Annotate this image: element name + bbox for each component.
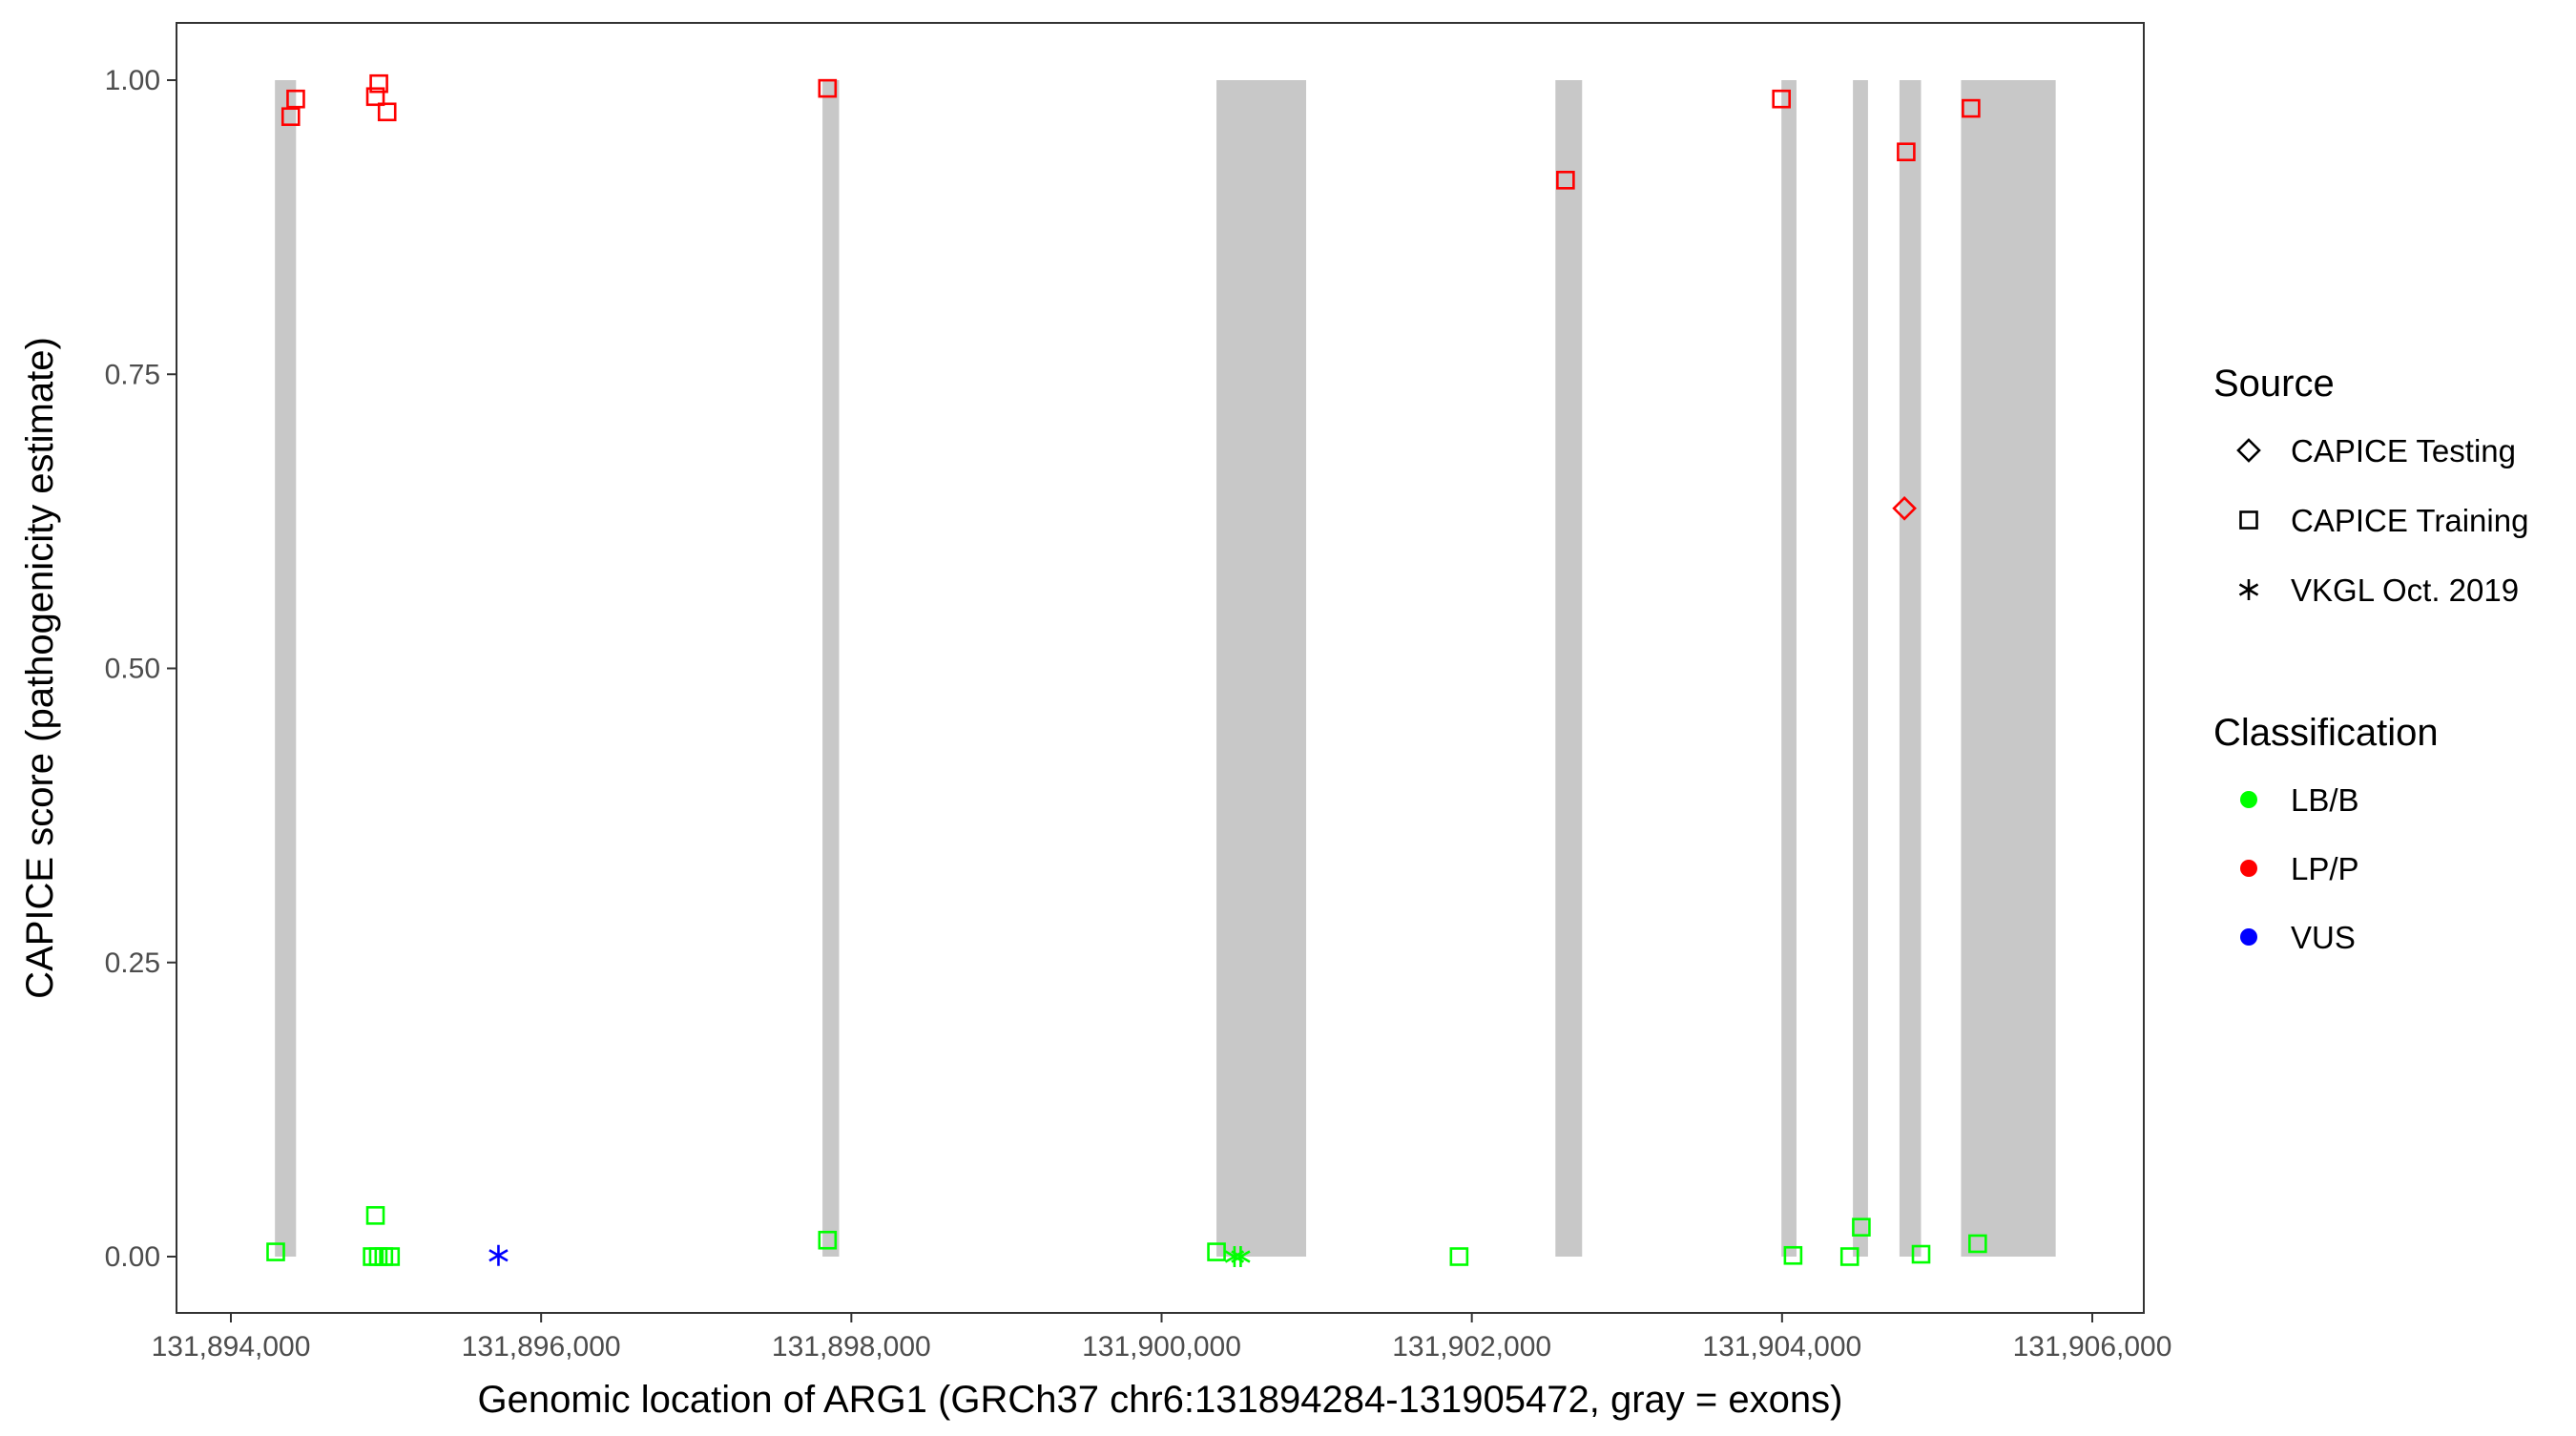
x-tick-label: 131,894,000 [152,1331,311,1363]
x-tick-label: 131,896,000 [462,1331,621,1363]
legend-source-title: Source [2213,363,2335,405]
data-point [1207,1242,1226,1261]
legend-classification-title: Classification [2213,712,2439,754]
legend-diamond-icon [2236,438,2261,463]
legend-dot-icon [2240,791,2257,808]
x-tick-label: 131,906,000 [2013,1331,2172,1363]
data-point [1911,1244,1931,1264]
data-point [368,1247,388,1266]
data-point [1852,1217,1871,1237]
data-point [381,1247,401,1266]
exon-band [1899,80,1922,1257]
data-point [1231,1246,1251,1267]
exon-bands [275,80,2056,1257]
x-axis: 131,894,000 131,896,000 131,898,000 131,900… [152,1313,2172,1363]
x-tick-label: 131,902,000 [1392,1331,1551,1363]
y-tick-label: 0.50 [105,654,160,685]
legend-classification-label: LB/B [2291,782,2359,818]
data-point [266,1242,285,1261]
x-tick-label: 131,904,000 [1702,1331,1861,1363]
y-tick-label: 0.00 [105,1241,160,1273]
exon-band [1555,80,1583,1257]
y-tick-label: 0.75 [105,359,160,390]
data-point [1783,1245,1803,1265]
x-tick-label: 131,900,000 [1082,1331,1241,1363]
exon-band [1853,80,1868,1257]
data-point [1897,142,1916,162]
y-axis-title: CAPICE score (pathogenicity estimate) [19,337,61,999]
data-point [818,78,838,98]
exon-band [1781,80,1797,1257]
exon-band [1961,80,2056,1257]
data-point [286,89,305,109]
data-point [1892,495,1917,521]
legend-dot-icon [2240,928,2257,946]
y-tick-label: 1.00 [105,65,160,96]
exon-band [1216,80,1307,1257]
legend-classification-label: VUS [2291,920,2356,955]
data-point [280,107,301,127]
data-point [1968,1234,1987,1254]
data-point [374,1247,394,1266]
legend-classification-label: LP/P [2291,851,2359,886]
data-point [369,73,388,94]
data-point [1839,1247,1859,1266]
x-axis-title: Genomic location of ARG1 (GRCh37 chr6:13… [478,1379,1843,1421]
y-tick-label: 0.25 [105,947,160,979]
legend-dot-icon [2240,860,2257,877]
data-point [377,102,397,122]
data-point [1449,1247,1469,1266]
legend-source-label: CAPICE Testing [2291,433,2516,468]
data-point [365,87,385,107]
data-point [1556,171,1575,190]
data-point [818,1230,838,1250]
legend: Source CAPICE Testing CAPICE Training VKGL… [2213,363,2528,955]
data-point [1962,98,1981,118]
legend-source-label: VKGL Oct. 2019 [2291,572,2519,608]
legend-source-label: CAPICE Training [2291,503,2528,538]
data-points [266,73,1987,1267]
exon-band [275,80,297,1257]
exon-band [822,80,840,1257]
legend-asterisk-icon [2238,579,2259,600]
x-tick-label: 131,898,000 [772,1331,931,1363]
y-axis: 0.00 0.25 0.50 0.75 1.00 [105,65,177,1273]
data-point [365,1206,385,1225]
data-point [363,1247,382,1266]
data-point [488,1244,509,1266]
plot-panel-border [176,22,2145,1314]
data-point [1772,89,1791,109]
legend-square-icon [2239,510,2258,530]
